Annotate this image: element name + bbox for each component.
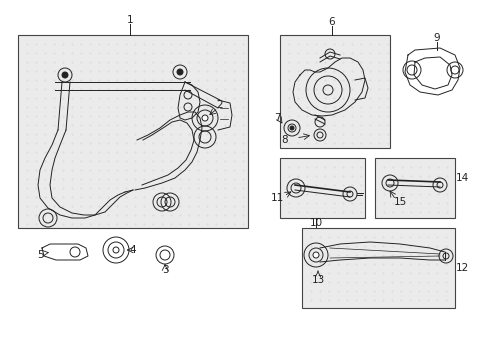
- Text: 11: 11: [270, 193, 284, 203]
- Text: 10: 10: [310, 218, 322, 228]
- Text: 6: 6: [329, 17, 335, 27]
- Circle shape: [290, 126, 294, 130]
- Text: 12: 12: [455, 263, 468, 273]
- Bar: [18, 35, 248, 228]
- Circle shape: [177, 69, 183, 75]
- Bar: [375, 158, 455, 218]
- Text: 13: 13: [311, 275, 325, 285]
- Text: 3: 3: [162, 265, 168, 275]
- Bar: [302, 228, 455, 308]
- Text: 2: 2: [217, 100, 223, 110]
- Text: 4: 4: [130, 245, 136, 255]
- Text: 5: 5: [37, 250, 43, 260]
- Circle shape: [202, 115, 208, 121]
- Circle shape: [113, 247, 119, 253]
- Text: 8: 8: [282, 135, 288, 145]
- Bar: [280, 158, 365, 218]
- Text: 14: 14: [455, 173, 468, 183]
- Text: 7: 7: [274, 113, 280, 123]
- Text: 9: 9: [434, 33, 441, 43]
- Text: 15: 15: [393, 197, 407, 207]
- Circle shape: [62, 72, 68, 78]
- Circle shape: [313, 252, 319, 258]
- Bar: [280, 35, 390, 148]
- Text: 1: 1: [127, 15, 133, 25]
